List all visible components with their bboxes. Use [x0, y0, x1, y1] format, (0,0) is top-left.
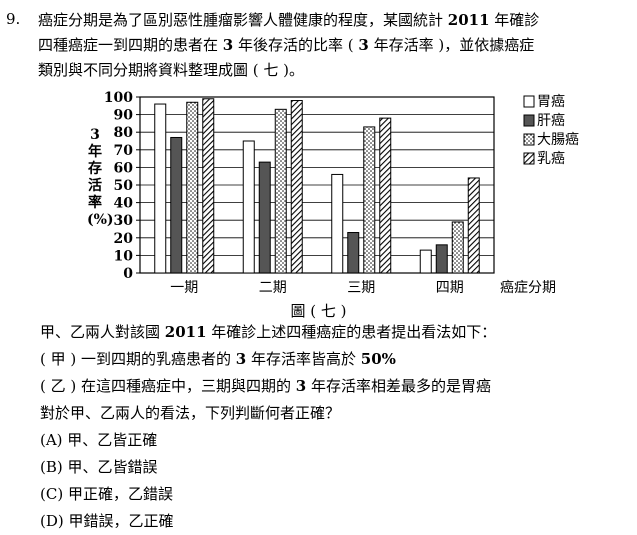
stem-line-segment: 2011 — [447, 11, 490, 29]
y-tick-label: 20 — [114, 231, 134, 247]
body-line-segment: (B) 甲、乙皆錯誤 — [40, 458, 158, 476]
y-axis-label-char: 率 — [88, 195, 102, 211]
y-axis-label-char: 3 — [90, 127, 100, 143]
body-line-segment: ( 乙 ) 在這四種癌症中，三期與四期的 — [40, 377, 296, 395]
bar-胃癌-四期 — [419, 249, 432, 274]
body-line: (A) 甲、乙皆正確 — [40, 427, 630, 454]
body-line-segment: 甲、乙兩人對該國 — [40, 323, 165, 341]
x-axis-label: 癌症分期 — [500, 280, 556, 296]
question-number: 9. — [6, 10, 21, 28]
body-line: (D) 甲錯誤，乙正確 — [40, 508, 630, 535]
y-tick-label: 70 — [114, 143, 134, 159]
y-tick-label: 100 — [104, 90, 133, 106]
body-line: 甲、乙兩人對該國 2011 年確診上述四種癌症的患者提出看法如下： — [40, 319, 630, 346]
stem-line-segment: 四種癌症一到四期的患者在 — [38, 36, 223, 54]
bar-肝癌-二期 — [258, 161, 271, 274]
legend-swatch — [523, 95, 535, 108]
y-axis-label-char: 存 — [88, 161, 102, 177]
y-tick-label: 30 — [114, 213, 134, 229]
stem-line-segment: 3 — [222, 36, 234, 54]
bar-大腸癌-三期 — [363, 126, 376, 274]
bar-胃癌-一期 — [154, 103, 167, 274]
bar-大腸癌-一期 — [186, 101, 199, 274]
body-line: (B) 甲、乙皆錯誤 — [40, 454, 630, 481]
x-category-label: 四期 — [436, 280, 464, 296]
bar-肝癌-四期 — [435, 244, 448, 274]
plot-frame — [139, 96, 495, 274]
bar-胃癌-三期 — [331, 173, 344, 274]
bar-大腸癌-四期 — [451, 221, 464, 274]
y-axis-label-char: 活 — [88, 178, 102, 194]
stem-line-segment: 年確診 — [489, 11, 540, 29]
question-stem: 癌症分期是為了區別惡性腫瘤影響人體健康的程度，某國統計 2011 年確診 四種癌症… — [38, 8, 628, 83]
body-line-segment: (D) 甲錯誤，乙正確 — [40, 512, 174, 530]
stem-line-segment: 3 — [358, 36, 369, 54]
bar-大腸癌-二期 — [274, 108, 287, 274]
bar-乳癌-三期 — [379, 117, 392, 274]
figure-caption: 圖 ( 七 ) — [290, 302, 347, 320]
y-tick-label: 10 — [114, 248, 134, 264]
legend-swatch — [523, 152, 535, 165]
x-category-label: 二期 — [259, 280, 287, 296]
legend-label: 胃癌 — [537, 94, 565, 110]
legend-label: 肝癌 — [537, 113, 565, 129]
legend-label: 乳癌 — [537, 151, 565, 167]
bar-乳癌-一期 — [202, 98, 215, 274]
y-tick-label: 50 — [114, 178, 134, 194]
body-line-segment: ( 甲 ) 一到四期的乳癌患者的 — [40, 350, 236, 368]
stem-line: 四種癌症一到四期的患者在 3 年後存活的比率 ( 3 年存活率 )，並依據癌症 — [38, 33, 628, 58]
stem-line-segment: 癌症分期是為了區別惡性腫瘤影響人體健康的程度，某國統計 — [38, 11, 448, 29]
x-category-label: 三期 — [347, 280, 375, 296]
bar-乳癌-四期 — [467, 177, 480, 274]
legend-label: 大腸癌 — [537, 132, 579, 148]
stem-line-segment: 類別與不同分期將資料整理成圖 ( 七 )。 — [38, 61, 305, 79]
y-tick-label: 80 — [114, 125, 134, 141]
body-line-segment: 年存活率皆高於 — [246, 350, 361, 368]
body-line-segment: 年存活率相差最多的是胃癌 — [306, 377, 491, 395]
y-axis-label-char: 年 — [88, 144, 102, 160]
body-line-segment: 年確診上述四種癌症的患者提出看法如下： — [206, 323, 497, 341]
stem-line: 癌症分期是為了區別惡性腫瘤影響人體健康的程度，某國統計 2011 年確診 — [38, 8, 628, 33]
body-line-segment: 3 — [235, 350, 247, 368]
body-line-segment: (C) 甲正確，乙錯誤 — [40, 485, 173, 503]
body-line: ( 甲 ) 一到四期的乳癌患者的 3 年存活率皆高於 50% — [40, 346, 630, 373]
y-tick-label: 60 — [114, 160, 134, 176]
legend-swatch — [523, 114, 535, 127]
body-line-segment: 50% — [360, 350, 396, 368]
stem-line: 類別與不同分期將資料整理成圖 ( 七 )。 — [38, 58, 628, 83]
body-line: (C) 甲正確，乙錯誤 — [40, 481, 630, 508]
body-line-segment: (A) 甲、乙皆正確 — [40, 431, 158, 449]
body-line-segment: 對於甲、乙兩人的看法，下列判斷何者正確？ — [40, 404, 341, 422]
body-line: 對於甲、乙兩人的看法，下列判斷何者正確？ — [40, 400, 630, 427]
y-tick-label: 90 — [114, 108, 134, 124]
bar-乳癌-二期 — [290, 100, 303, 274]
stem-line-segment: 年存活率 )，並依據癌症 — [368, 36, 535, 54]
bar-肝癌-一期 — [170, 136, 183, 274]
y-tick-label: 40 — [114, 196, 134, 212]
body-line-segment: 2011 — [164, 323, 207, 341]
bar-肝癌-三期 — [347, 232, 360, 274]
body-line: ( 乙 ) 在這四種癌症中，三期與四期的 3 年存活率相差最多的是胃癌 — [40, 373, 630, 400]
x-category-label: 一期 — [170, 280, 198, 296]
question-body: 甲、乙兩人對該國 2011 年確診上述四種癌症的患者提出看法如下：( 甲 ) 一… — [40, 319, 630, 535]
legend-swatch — [523, 133, 535, 146]
body-line-segment: 3 — [295, 377, 307, 395]
y-tick-label: 0 — [123, 266, 133, 282]
bar-胃癌-二期 — [242, 140, 255, 274]
stem-line-segment: 年後存活的比率 ( — [233, 36, 359, 54]
